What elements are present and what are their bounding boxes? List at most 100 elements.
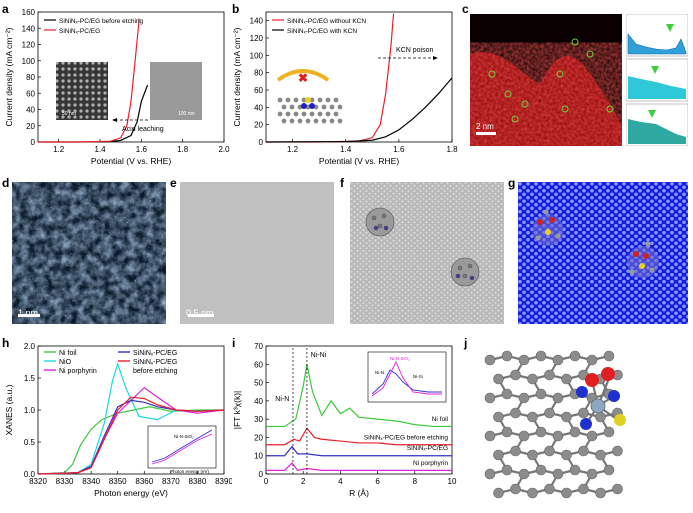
carbon-atom	[561, 449, 572, 461]
carbon-atom	[518, 468, 530, 480]
carbon-atom	[552, 392, 564, 404]
panel-letter-d: d	[2, 176, 10, 190]
carbon-atom	[510, 369, 521, 381]
panel-letter-c: c	[462, 2, 469, 16]
y-tick-label: 60	[254, 86, 263, 95]
simulated-image-f	[350, 182, 504, 324]
carbon-atom	[493, 411, 504, 423]
inset-label: Ni-N-SiO₂	[390, 356, 410, 361]
legend-entry: SiNiNₓ-PC/EG	[59, 28, 100, 35]
legend-entry: SiNiNₓ-PC/EG without KCN	[287, 18, 366, 25]
plot-frame	[265, 11, 453, 143]
carbon-atom	[552, 354, 564, 366]
chart-i: 0 2 4 6 8 10 0 10 20 30 40 50 60 70 R (Å) |FT k³χ(k)| Ni…	[232, 342, 457, 498]
inset-line	[151, 429, 213, 463]
carbon-atom	[484, 468, 496, 480]
carbon-atom	[569, 426, 581, 438]
haadf-image-d	[12, 182, 166, 324]
carbon-atom	[612, 445, 623, 457]
eels-insets-c	[626, 14, 688, 146]
x-tick-label: 8340	[82, 477, 100, 486]
x-axis-label: R (Å)	[349, 488, 369, 498]
scale-bar-label: 100 nm	[178, 111, 195, 117]
y-tick-label: 120	[22, 41, 36, 50]
carbon-atom	[518, 392, 530, 404]
silicon-atom	[614, 414, 626, 426]
peak-label: Ni-N	[275, 396, 289, 403]
x-tick-label: 8350	[109, 477, 127, 486]
carbon-atom	[561, 487, 572, 499]
x-tick-label: 4	[338, 477, 343, 486]
carbon-atom	[501, 464, 513, 476]
scale-bar-e: 0.5 nm	[186, 308, 214, 318]
scale-bar-label: 50 nm	[62, 111, 76, 117]
series-line-sinin-pc-eg-with-kcn	[265, 77, 453, 143]
series-label: Ni foil	[432, 416, 449, 423]
y-tick-label: 1.0	[24, 406, 36, 415]
carbon-atom	[510, 407, 521, 419]
panel-letter-g: g	[508, 176, 516, 190]
scale-bar-d: 1 nm	[18, 308, 39, 318]
chart-a: 1.2 1.4 1.6 1.8 2.0 0 20 40 60 80 100 120 140 160 Pote…	[4, 8, 230, 166]
series-label: SiNiNₓ-PC/EG before etching	[364, 434, 449, 441]
carbon-atom	[544, 369, 555, 381]
series-line-sinin-pc-eg	[266, 445, 452, 457]
y-axis-label: Current density (mA cm⁻²)	[232, 27, 242, 126]
carbon-atom	[612, 483, 623, 495]
carbon-atom	[535, 350, 547, 362]
carbon-atom	[578, 407, 589, 419]
carbon-atom	[518, 354, 530, 366]
series-label: Ni porphyrin	[413, 460, 448, 467]
inset-frame	[147, 425, 217, 469]
x-tick-label: 8380	[189, 477, 207, 486]
inset-line	[371, 369, 442, 395]
carbon-atom	[603, 464, 615, 476]
tem-inset-after	[150, 62, 202, 120]
legend-entry: SiNiNₓ-PC/EG with KCN	[287, 28, 357, 35]
carbon-atom	[510, 483, 521, 495]
carbon-atom	[484, 354, 496, 366]
arrow-head	[433, 56, 438, 60]
carbon-atom	[578, 483, 589, 495]
cn-arc	[276, 69, 330, 82]
carbon-atom	[544, 483, 555, 495]
carbon-atom	[510, 445, 521, 457]
x-tick-label: 1.6	[393, 145, 405, 154]
carbon-atom	[484, 430, 496, 442]
carbon-atom	[586, 468, 598, 480]
series-label: SiNiNₓ-PC/EG	[407, 445, 448, 452]
carbon-atom	[586, 430, 598, 442]
legend-entry: NiO	[59, 359, 72, 366]
nickel-atom	[590, 398, 606, 414]
y-tick-label: 160	[22, 8, 36, 17]
carbon-atom	[501, 426, 513, 438]
carbon-atom	[493, 449, 504, 461]
y-tick-label: 2.0	[24, 342, 36, 351]
carbon-atom	[535, 426, 547, 438]
y-tick-label: 40	[254, 103, 263, 112]
carbon-atom	[535, 388, 547, 400]
carbon-atom	[493, 487, 504, 499]
carbon-atom	[552, 468, 564, 480]
legend-entry: Ni porphyrin	[59, 368, 97, 375]
y-tick-label: 20	[26, 122, 35, 131]
carbon-atom	[561, 411, 572, 423]
legend-entry: Ni foil	[59, 350, 77, 357]
y-tick-label: 1.5	[24, 374, 36, 383]
x-tick-label: 8390	[215, 477, 232, 486]
y-tick-label: 20	[254, 121, 263, 130]
y-tick-label: 20	[254, 433, 263, 442]
y-tick-label: 140	[250, 17, 264, 26]
carbon-atom	[518, 430, 530, 442]
carbon-atom	[578, 445, 589, 457]
y-tick-label: 80	[254, 69, 263, 78]
cross-mark: ✖	[298, 71, 308, 85]
panel-letter-f: f	[340, 176, 344, 190]
x-tick-label: 6	[375, 477, 380, 486]
y-tick-label: 120	[250, 34, 264, 43]
molecular-model-j	[484, 350, 626, 499]
x-tick-label: 1.4	[94, 145, 106, 154]
carbon-atom	[527, 411, 538, 423]
carbon-atom	[595, 487, 606, 499]
y-tick-label: 70	[254, 342, 263, 351]
